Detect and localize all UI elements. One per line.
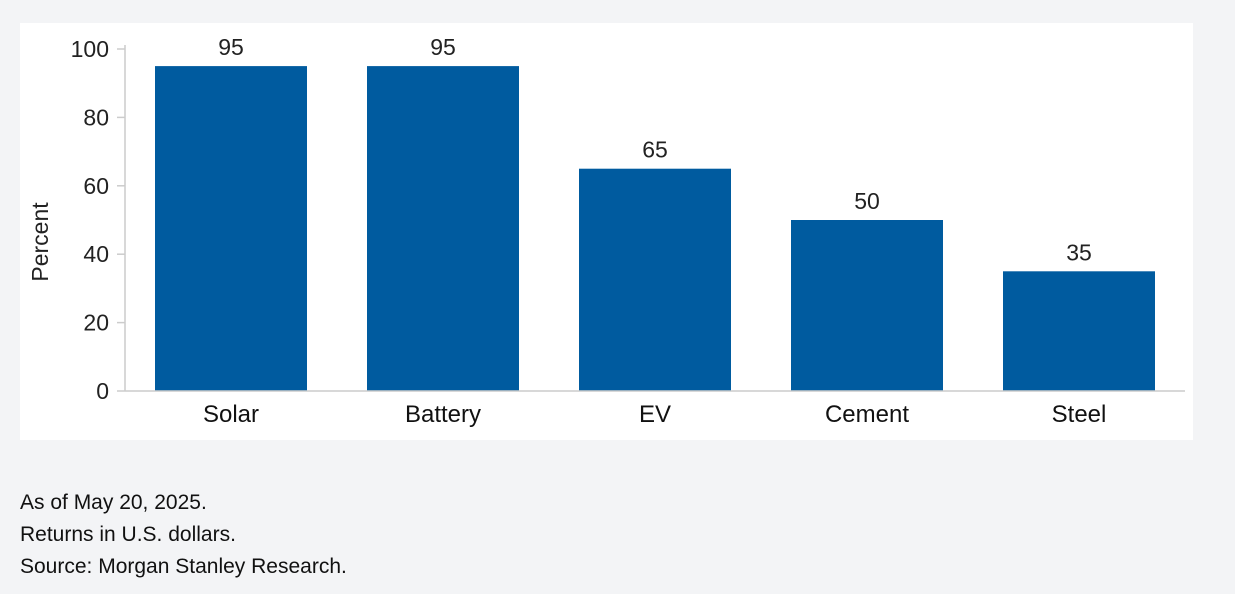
bar-ev xyxy=(579,168,731,391)
data-label-solar: 95 xyxy=(218,34,244,60)
y-tick-label: 20 xyxy=(83,310,109,336)
data-label-ev: 65 xyxy=(642,137,668,163)
data-label-steel: 35 xyxy=(1066,239,1092,265)
x-tick-label-cement: Cement xyxy=(825,401,909,428)
y-tick-label: 100 xyxy=(71,36,109,62)
bar-solar xyxy=(155,66,307,391)
y-tick-label: 80 xyxy=(83,104,109,130)
x-axis: Solar Battery EV Cement Steel xyxy=(203,401,1106,428)
note-currency: Returns in U.S. dollars. xyxy=(20,523,236,546)
y-tick-label: 40 xyxy=(83,241,109,267)
y-tick-label: 0 xyxy=(96,378,109,404)
y-tick-label: 60 xyxy=(83,173,109,199)
data-labels: 95 95 65 50 35 xyxy=(218,34,1092,265)
x-tick-label-battery: Battery xyxy=(405,401,481,428)
y-axis: 0 20 40 60 80 100 xyxy=(71,36,125,404)
x-tick-label-steel: Steel xyxy=(1052,401,1107,428)
data-label-cement: 50 xyxy=(854,188,880,214)
bar-cement xyxy=(791,220,943,391)
bars xyxy=(155,66,1155,391)
note-date: As of May 20, 2025. xyxy=(20,491,207,514)
chart-notes: As of May 20, 2025. Returns in U.S. doll… xyxy=(20,487,347,583)
y-axis-title: Percent xyxy=(27,202,53,282)
note-source: Source: Morgan Stanley Research. xyxy=(20,555,347,578)
bar-steel xyxy=(1003,271,1155,391)
data-label-battery: 95 xyxy=(430,34,456,60)
bar-chart: Percent 0 20 40 60 80 100 95 95 65 50 35 Solar Bat… xyxy=(27,34,1185,428)
chart-card: Percent 0 20 40 60 80 100 95 95 65 50 35 Solar Bat… xyxy=(20,23,1193,440)
x-tick-label-solar: Solar xyxy=(203,401,259,428)
x-tick-label-ev: EV xyxy=(639,401,671,428)
bar-battery xyxy=(367,66,519,391)
